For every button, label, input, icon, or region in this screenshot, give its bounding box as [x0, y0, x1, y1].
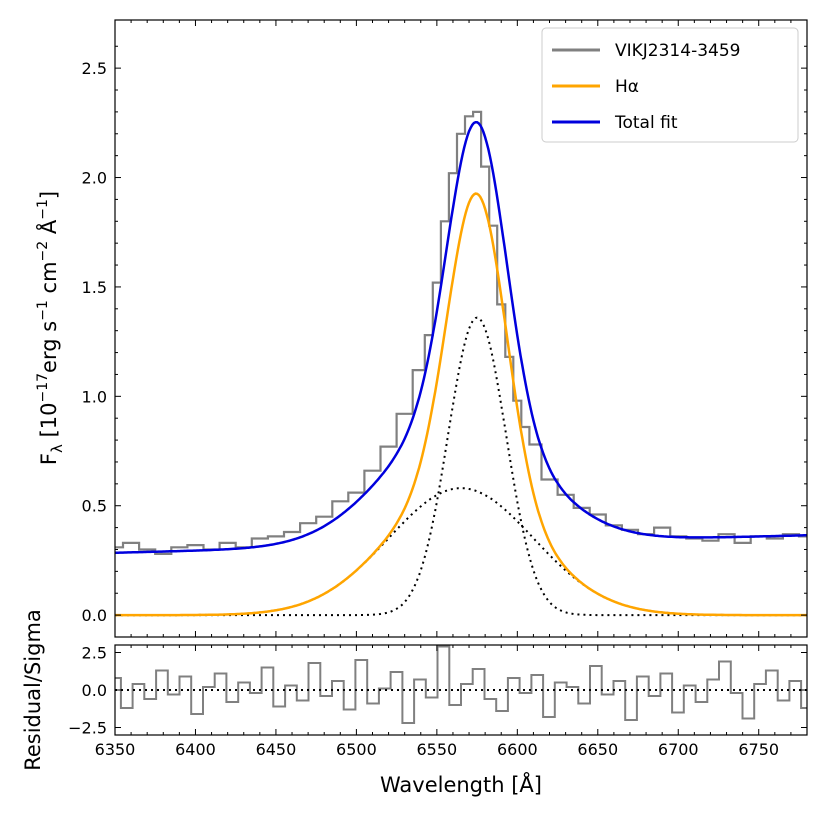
- residual-y-tick-label: −2.5: [68, 719, 107, 738]
- x-tick-label: 6500: [336, 740, 377, 759]
- y-tick-label: 0.0: [82, 606, 107, 625]
- halpha-fit-line: [115, 192, 807, 617]
- narrow-component-line: [115, 316, 807, 617]
- spectrum-line: [115, 110, 807, 555]
- residual-y-tick-label: 2.5: [82, 644, 107, 663]
- x-tick-label: 6700: [658, 740, 699, 759]
- main-plot-frame: [114, 19, 808, 638]
- legend-label-spectrum: VIKJ2314-3459: [615, 41, 740, 61]
- x-tick-label: 6650: [577, 740, 618, 759]
- y-tick-label: 1.0: [82, 387, 107, 406]
- legend: VIKJ2314-3459 Hα Total fit: [541, 27, 799, 143]
- residual-panel: 6350 6400 6450 6500 6550 6600 6650 6700 6750 −2.5…: [68, 644, 808, 759]
- y-axis-title: Fλ [10−17erg s−1 cm−2 Å−1]: [35, 191, 66, 465]
- legend-label-total-fit: Total fit: [614, 113, 678, 133]
- y-tick-label: 0.5: [82, 497, 107, 516]
- x-tick-label: 6450: [256, 740, 297, 759]
- y-tick-label: 2.5: [82, 59, 107, 78]
- residual-line: [115, 645, 807, 724]
- legend-label-halpha: Hα: [615, 77, 639, 97]
- x-tick-label: 6400: [175, 740, 216, 759]
- broad-component-line: [115, 487, 807, 617]
- main-panel: 0.0 0.5 1.0 1.5 2.0 2.5: [82, 19, 808, 638]
- legend-box: [541, 27, 799, 143]
- residual-y-tick-label: 0.0: [82, 681, 107, 700]
- x-tick-label: 6750: [738, 740, 779, 759]
- x-tick-label: 6600: [497, 740, 538, 759]
- total-fit-line: [115, 120, 807, 555]
- x-tick-label: 6550: [417, 740, 458, 759]
- y-tick-label: 1.5: [82, 278, 107, 297]
- x-tick-label: 6350: [95, 740, 136, 759]
- y-tick-label: 2.0: [82, 169, 107, 188]
- residual-y-axis-title: Residual/Sigma: [21, 609, 45, 771]
- x-axis-title: Wavelength [Å]: [380, 771, 542, 797]
